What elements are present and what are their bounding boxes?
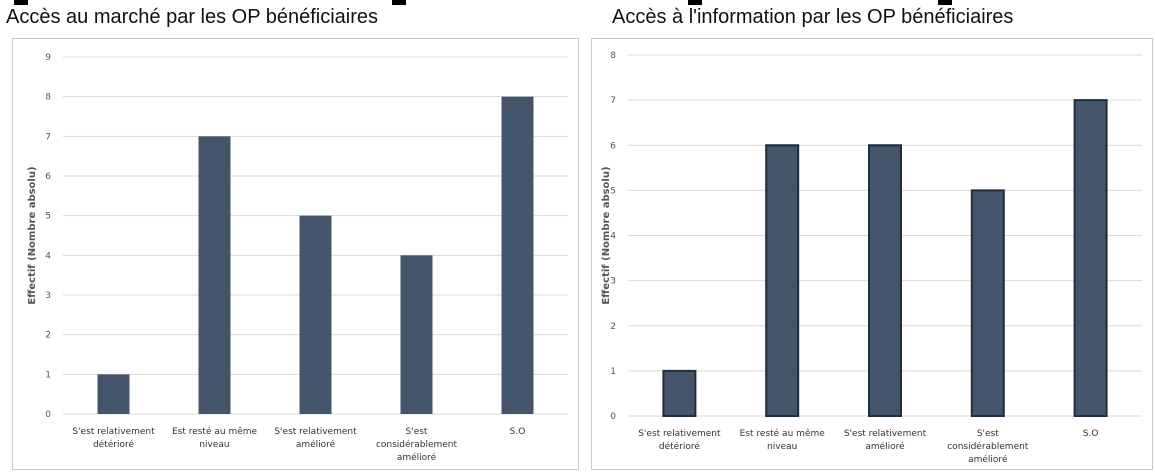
y-tick-label: 2 bbox=[45, 331, 51, 341]
x-category-label: S'est relativement détérioré bbox=[72, 427, 155, 450]
x-category-label: Est resté au même niveau bbox=[172, 426, 258, 450]
x-category-label: S'est considérablement amélioré bbox=[947, 429, 1029, 465]
y-axis-label: Effectif (Nombre absolu) bbox=[27, 166, 38, 304]
y-axis-label: Effectif (Nombre absolu) bbox=[601, 166, 612, 304]
y-tick-label: 5 bbox=[45, 212, 51, 222]
x-category-label: S.O bbox=[1083, 429, 1099, 439]
x-category-label: S'est considérablement amélioré bbox=[376, 427, 458, 463]
chart-panel-information: 0 1 2 3 4 5 6 7 8 Effectif (Nombre absolu) S'est r… bbox=[591, 38, 1153, 470]
y-tick-label: 0 bbox=[45, 410, 51, 420]
x-category-label: S'est relativement détérioré bbox=[638, 429, 721, 452]
y-tick-label: 9 bbox=[45, 53, 51, 63]
x-category-label: S.O bbox=[510, 427, 526, 437]
bar bbox=[501, 96, 534, 414]
heading-fragment bbox=[688, 0, 702, 5]
y-tick-label: 1 bbox=[610, 367, 616, 377]
y-tick-label: 4 bbox=[45, 251, 51, 261]
bar bbox=[400, 255, 433, 414]
y-tick-label: 3 bbox=[610, 277, 616, 287]
heading-fragment bbox=[938, 0, 952, 5]
y-tick-label: 0 bbox=[610, 412, 616, 422]
y-tick-label: 4 bbox=[610, 232, 616, 242]
bar bbox=[198, 136, 231, 414]
bar bbox=[662, 369, 697, 417]
bar bbox=[970, 189, 1005, 417]
y-tick-label: 6 bbox=[45, 172, 51, 182]
x-category-label: S'est relativement amélioré bbox=[274, 427, 357, 450]
y-tick-label: 8 bbox=[610, 51, 616, 61]
chart-information: 0 1 2 3 4 5 6 7 8 Effectif (Nombre absolu) S'est r… bbox=[601, 51, 1142, 465]
x-category-label: S'est relativement amélioré bbox=[844, 429, 927, 452]
y-tick-label: 7 bbox=[610, 96, 616, 106]
cropped-heading-fragments bbox=[0, 0, 1155, 5]
y-tick-label: 1 bbox=[45, 370, 51, 380]
y-tick-label: 2 bbox=[610, 322, 616, 332]
bar bbox=[299, 215, 332, 414]
y-tick-label: 3 bbox=[45, 291, 51, 301]
chart-title-information: Accès à l'information par les OP bénéfic… bbox=[612, 6, 1014, 28]
y-tick-label: 7 bbox=[45, 132, 51, 142]
heading-fragment bbox=[14, 0, 28, 5]
chart-panel-marche: 0 1 2 3 4 5 6 7 8 9 Effectif (Nombre absolu) S'est … bbox=[12, 38, 579, 470]
bar bbox=[765, 144, 800, 417]
bar bbox=[97, 374, 130, 414]
y-tick-label: 5 bbox=[610, 186, 616, 196]
chart-title-marche: Accès au marché par les OP bénéficiaires bbox=[6, 6, 379, 28]
chart-marche: 0 1 2 3 4 5 6 7 8 9 Effectif (Nombre absolu) S'est … bbox=[27, 53, 568, 463]
bar bbox=[868, 144, 902, 417]
y-tick-label: 6 bbox=[610, 141, 616, 151]
x-category-label: Est resté au même niveau bbox=[740, 428, 826, 452]
heading-fragment bbox=[392, 0, 406, 5]
bar bbox=[1073, 99, 1108, 417]
y-tick-label: 8 bbox=[45, 93, 51, 103]
